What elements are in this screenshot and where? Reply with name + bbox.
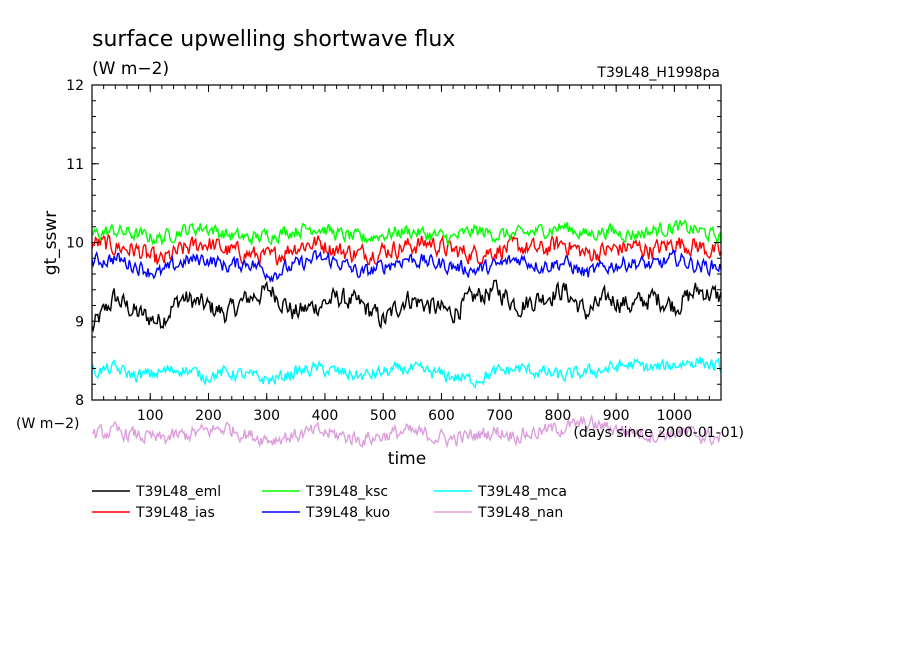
x-tick-label: 400 — [312, 408, 339, 424]
x-tick-label: 800 — [545, 408, 572, 424]
y-tick-label: 11 — [66, 157, 84, 173]
legend-label-T39L48_kuo: T39L48_kuo — [305, 505, 390, 521]
x-tick-label: 600 — [428, 408, 455, 424]
y-tick-label: 9 — [75, 314, 84, 330]
run-label: T39L48_H1998pa — [596, 65, 720, 81]
left-units-label: (W m−2) — [16, 416, 80, 432]
x-axis-label: time — [388, 449, 426, 469]
series-lines — [91, 219, 722, 449]
x-tick-label: 500 — [370, 408, 397, 424]
series-line-T39L48_mca — [91, 356, 722, 389]
series-line-T39L48_eml — [91, 279, 722, 333]
series-line-T39L48_ksc — [91, 219, 722, 247]
legend-label-T39L48_ias: T39L48_ias — [135, 505, 215, 521]
x-tick-label: 1000 — [657, 408, 693, 424]
series-line-T39L48_nan — [91, 413, 722, 449]
axis-ticks: 8 9 10 11 12 100 200 300 400 500 600 700 800 900 1000 — [66, 78, 721, 424]
x-tick-label: 100 — [137, 408, 164, 424]
y-axis-label: gt_sswr — [41, 211, 61, 276]
y-tick-label: 10 — [66, 236, 84, 252]
series-line-T39L48_kuo — [91, 248, 722, 283]
x-tick-label: 700 — [486, 408, 513, 424]
x-tick-label: 200 — [195, 408, 222, 424]
x-units-label: (days since 2000-01-01) — [573, 425, 744, 441]
chart-units-label: (W m−2) — [92, 59, 169, 79]
legend: T39L48_eml T39L48_ksc T39L48_mca T39L48_ias… — [92, 484, 567, 521]
y-tick-label: 12 — [66, 78, 84, 94]
series-line-T39L48_ias — [91, 233, 722, 267]
legend-label-T39L48_ksc: T39L48_ksc — [305, 484, 388, 500]
x-tick-label: 300 — [253, 408, 280, 424]
chart-title: surface upwelling shortwave flux — [92, 27, 455, 52]
legend-label-T39L48_nan: T39L48_nan — [477, 505, 563, 521]
x-tick-label: 900 — [603, 408, 630, 424]
legend-label-T39L48_mca: T39L48_mca — [477, 484, 567, 500]
y-tick-label: 8 — [75, 393, 84, 409]
legend-label-T39L48_eml: T39L48_eml — [135, 484, 221, 500]
